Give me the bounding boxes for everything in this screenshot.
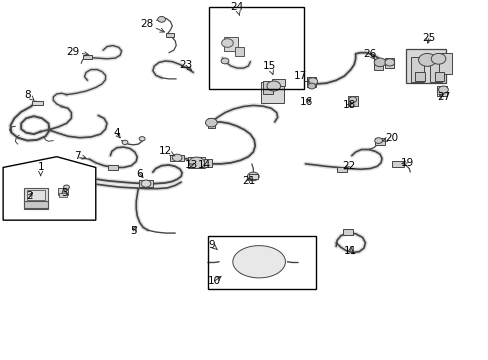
Text: 6: 6 bbox=[136, 168, 142, 179]
Text: 8: 8 bbox=[24, 90, 34, 100]
Text: 4: 4 bbox=[113, 129, 120, 138]
Circle shape bbox=[221, 39, 233, 47]
Text: 7: 7 bbox=[74, 150, 86, 161]
Text: 21: 21 bbox=[241, 176, 255, 186]
Circle shape bbox=[266, 81, 280, 91]
Bar bbox=[170, 154, 183, 161]
Bar bbox=[261, 82, 284, 103]
Text: 14: 14 bbox=[198, 160, 211, 170]
Bar bbox=[263, 81, 272, 94]
Bar bbox=[391, 161, 404, 167]
Text: 3: 3 bbox=[61, 188, 67, 198]
Bar bbox=[83, 55, 92, 59]
Text: 26: 26 bbox=[363, 49, 376, 59]
Polygon shape bbox=[232, 246, 285, 278]
Bar bbox=[405, 49, 445, 83]
Circle shape bbox=[141, 180, 151, 187]
Bar bbox=[307, 77, 316, 87]
Circle shape bbox=[348, 97, 356, 103]
Circle shape bbox=[172, 154, 182, 161]
Bar bbox=[60, 193, 67, 197]
Bar bbox=[23, 201, 48, 208]
Text: 1: 1 bbox=[37, 162, 44, 176]
Bar bbox=[207, 236, 316, 289]
Circle shape bbox=[139, 136, 145, 141]
Circle shape bbox=[221, 58, 228, 64]
Circle shape bbox=[158, 17, 165, 22]
Bar bbox=[108, 165, 118, 170]
Text: 11: 11 bbox=[344, 246, 357, 256]
Circle shape bbox=[373, 58, 385, 67]
Circle shape bbox=[374, 138, 382, 143]
Text: 20: 20 bbox=[382, 133, 398, 143]
Text: 24: 24 bbox=[230, 2, 244, 15]
Circle shape bbox=[247, 172, 259, 181]
Bar bbox=[203, 159, 212, 167]
Bar bbox=[336, 167, 346, 172]
Bar bbox=[26, 190, 45, 200]
Bar bbox=[385, 58, 393, 68]
Text: 19: 19 bbox=[401, 158, 414, 168]
Text: 29: 29 bbox=[66, 47, 88, 57]
Text: 10: 10 bbox=[207, 276, 221, 286]
Bar bbox=[436, 86, 447, 96]
Bar bbox=[428, 62, 441, 82]
Circle shape bbox=[384, 59, 394, 66]
Circle shape bbox=[438, 86, 447, 93]
Bar bbox=[347, 96, 357, 106]
Bar bbox=[23, 188, 48, 209]
Text: 16: 16 bbox=[300, 97, 313, 107]
Text: 18: 18 bbox=[342, 100, 355, 111]
Bar bbox=[373, 59, 383, 70]
Bar bbox=[271, 78, 285, 86]
Text: 27: 27 bbox=[436, 92, 449, 102]
Text: 28: 28 bbox=[140, 19, 164, 32]
Bar bbox=[438, 53, 451, 74]
Bar bbox=[414, 72, 424, 81]
Text: 23: 23 bbox=[179, 60, 192, 71]
Bar bbox=[374, 138, 385, 144]
Bar bbox=[247, 256, 269, 268]
Circle shape bbox=[430, 53, 445, 64]
Text: 17: 17 bbox=[293, 71, 309, 82]
Text: 2: 2 bbox=[26, 191, 33, 201]
Bar bbox=[342, 229, 352, 235]
Text: 22: 22 bbox=[342, 161, 355, 171]
Text: 5: 5 bbox=[130, 226, 137, 236]
Circle shape bbox=[307, 78, 317, 85]
Bar bbox=[234, 47, 244, 56]
Bar bbox=[248, 174, 257, 179]
Text: 12: 12 bbox=[159, 145, 175, 156]
Text: 13: 13 bbox=[185, 160, 198, 170]
Text: 25: 25 bbox=[421, 33, 434, 43]
Bar bbox=[139, 180, 153, 187]
Bar bbox=[188, 157, 205, 168]
Bar bbox=[166, 33, 174, 37]
Circle shape bbox=[63, 185, 69, 189]
Bar bbox=[207, 118, 215, 128]
Text: 9: 9 bbox=[207, 239, 217, 250]
Circle shape bbox=[205, 118, 217, 127]
Circle shape bbox=[188, 157, 204, 168]
Circle shape bbox=[307, 83, 315, 89]
Text: 15: 15 bbox=[263, 61, 276, 75]
Circle shape bbox=[418, 53, 435, 66]
Bar bbox=[209, 7, 304, 89]
Circle shape bbox=[122, 140, 128, 144]
Bar bbox=[32, 101, 42, 105]
Bar bbox=[434, 72, 443, 81]
Bar bbox=[410, 57, 424, 82]
Bar bbox=[224, 37, 237, 51]
Bar bbox=[58, 188, 68, 195]
